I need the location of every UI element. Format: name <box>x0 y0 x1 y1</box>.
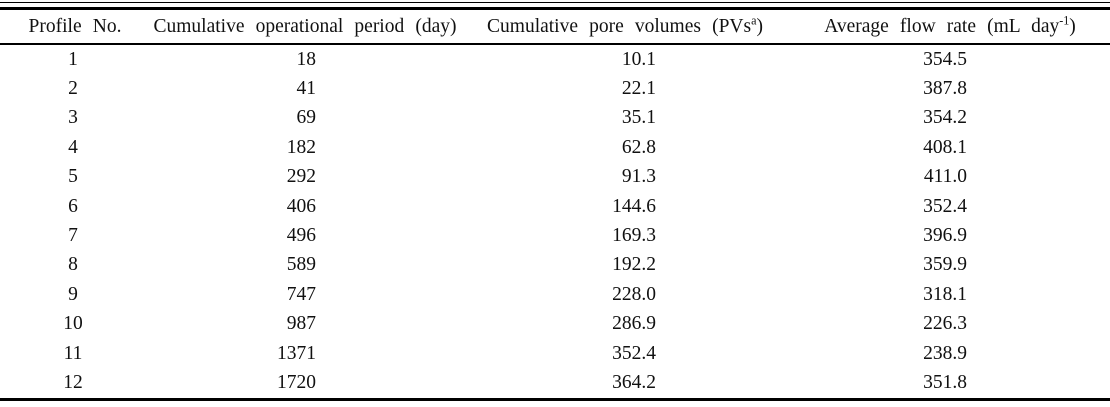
col-header-profile-no: Profile No. <box>0 10 150 44</box>
cell-pore-volumes: 10.1 <box>621 48 656 70</box>
cell-flow-rate: 354.5 <box>923 48 967 70</box>
cell-pore-volumes: 35.1 <box>621 107 656 129</box>
cell-profile-no: 2 <box>68 78 78 100</box>
cell-profile-no: 9 <box>68 283 78 305</box>
cell-operational-period: 1371 <box>277 342 316 364</box>
cell-pore-volumes: 22.1 <box>621 78 656 100</box>
col-header-operational-period: Cumulative operational period (day) <box>150 10 460 44</box>
table-header: Profile No. Cumulative operational perio… <box>0 10 1110 44</box>
cell-profile-no: 11 <box>63 342 83 364</box>
table-row: 10 987 286.9 226.3 <box>0 310 1110 339</box>
cell-operational-period: 496 <box>286 225 316 247</box>
cell-operational-period: 18 <box>296 48 317 70</box>
cell-flow-rate: 359.9 <box>923 254 967 276</box>
cell-flow-rate: 396.9 <box>923 225 967 247</box>
cell-profile-no: 3 <box>68 107 78 129</box>
cell-pore-volumes: 352.4 <box>612 342 656 364</box>
cell-flow-rate: 408.1 <box>923 136 967 158</box>
cell-operational-period: 987 <box>286 313 316 335</box>
cell-pore-volumes: 62.8 <box>621 136 656 158</box>
cell-pore-volumes: 144.6 <box>612 195 656 217</box>
cell-flow-rate: 318.1 <box>923 283 967 305</box>
cell-pore-volumes: 228.0 <box>612 283 656 305</box>
table-row: 12 1720 364.2 351.8 <box>0 368 1110 399</box>
cell-profile-no: 12 <box>63 371 83 393</box>
table-row: 9 747 228.0 318.1 <box>0 280 1110 309</box>
cell-pore-volumes: 192.2 <box>612 254 656 276</box>
cell-pore-volumes: 91.3 <box>621 166 656 188</box>
table-row: 11 1371 352.4 238.9 <box>0 339 1110 368</box>
cell-operational-period: 41 <box>296 78 317 100</box>
col-header-pore-volumes: Cumulative pore volumes (PVsa) <box>460 10 790 44</box>
cell-profile-no: 6 <box>68 195 78 217</box>
table-row: 8 589 192.2 359.9 <box>0 251 1110 280</box>
cell-flow-rate: 226.3 <box>923 313 967 335</box>
col-header-label-suffix: ) <box>1069 15 1076 37</box>
table-row: 3 69 35.1 354.2 <box>0 104 1110 133</box>
col-header-label: Profile No. <box>28 15 122 37</box>
cell-operational-period: 747 <box>286 283 316 305</box>
col-header-label: Cumulative pore volumes (PVs <box>487 15 752 37</box>
cell-operational-period: 69 <box>296 107 317 129</box>
data-table: Profile No. Cumulative operational perio… <box>0 10 1110 401</box>
cell-operational-period: 1720 <box>277 371 316 393</box>
col-header-superscript: a <box>751 13 757 27</box>
col-header-label-suffix: ) <box>756 15 763 37</box>
cell-profile-no: 5 <box>68 166 78 188</box>
table-top-double-rule <box>0 2 1110 10</box>
cell-operational-period: 292 <box>286 166 316 188</box>
cell-pore-volumes: 169.3 <box>612 225 656 247</box>
cell-profile-no: 4 <box>68 136 78 158</box>
table-body: 1 18 10.1 354.5 2 41 22.1 387.8 3 69 35.… <box>0 44 1110 399</box>
table-row: 7 496 169.3 396.9 <box>0 221 1110 250</box>
table-header-row: Profile No. Cumulative operational perio… <box>0 10 1110 44</box>
cell-operational-period: 182 <box>286 136 316 158</box>
cell-flow-rate: 351.8 <box>923 371 967 393</box>
cell-pore-volumes: 286.9 <box>612 313 656 335</box>
cell-operational-period: 589 <box>286 254 316 276</box>
cell-profile-no: 10 <box>63 313 83 335</box>
table-row: 5 292 91.3 411.0 <box>0 163 1110 192</box>
cell-flow-rate: 411.0 <box>923 166 967 188</box>
cell-pore-volumes: 364.2 <box>612 371 656 393</box>
cell-profile-no: 7 <box>68 225 78 247</box>
cell-flow-rate: 238.9 <box>923 342 967 364</box>
table-row: 2 41 22.1 387.8 <box>0 74 1110 103</box>
col-header-flow-rate: Average flow rate (mL day-1) <box>790 10 1110 44</box>
cell-flow-rate: 352.4 <box>923 195 967 217</box>
cell-flow-rate: 387.8 <box>923 78 967 100</box>
cell-profile-no: 8 <box>68 254 78 276</box>
table-row: 6 406 144.6 352.4 <box>0 192 1110 221</box>
col-header-label: Cumulative operational period (day) <box>153 15 457 37</box>
col-header-label: Average flow rate (mL day <box>824 15 1060 37</box>
cell-operational-period: 406 <box>286 195 316 217</box>
table-row: 1 18 10.1 354.5 <box>0 44 1110 74</box>
col-header-superscript: -1 <box>1059 13 1070 27</box>
cell-profile-no: 1 <box>68 48 78 70</box>
table-row: 4 182 62.8 408.1 <box>0 133 1110 162</box>
cell-flow-rate: 354.2 <box>923 107 967 129</box>
